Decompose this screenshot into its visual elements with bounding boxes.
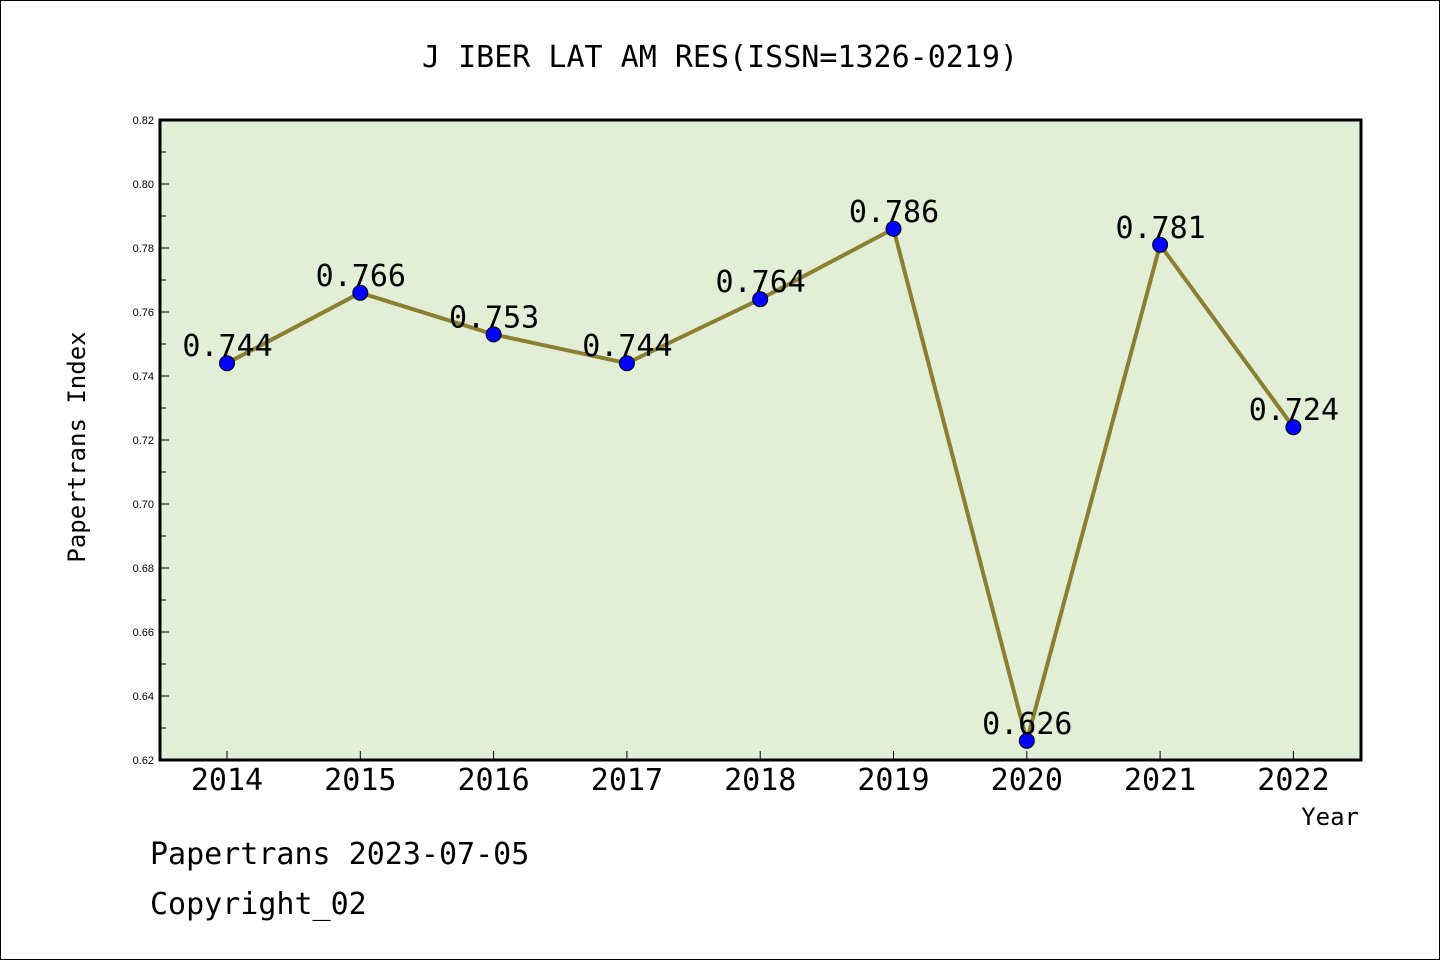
y-tick-label: 0.70 [133, 499, 154, 511]
y-tick-label: 0.64 [133, 691, 154, 703]
data-point-marker [219, 355, 235, 372]
x-tick-label: 2018 [724, 763, 796, 798]
data-value-label: 0.724 [1249, 393, 1339, 428]
x-tick-label: 2019 [857, 763, 929, 798]
data-point-marker [1152, 236, 1169, 253]
data-value-label: 0.764 [716, 265, 806, 300]
data-point-marker [618, 355, 635, 372]
plot-area [158, 118, 1363, 762]
x-axis-label: Year [1301, 803, 1359, 831]
y-axis: 0.62 0.64 0.66 0.68 0.70 0.72 0.74 0.76 0.78 0.80… [133, 115, 169, 767]
data-point-marker [1018, 732, 1035, 749]
x-axis: 2014 2015 2016 2017 2018 2019 2020 2021 2022 [191, 751, 1330, 798]
data-point-marker [485, 326, 502, 343]
y-tick-label: 0.82 [133, 115, 154, 127]
x-tick-label: 2017 [591, 763, 663, 798]
footer-copyright-text: Copyright_02 [150, 887, 367, 922]
data-point-marker [1285, 419, 1302, 436]
y-tick-label: 0.76 [133, 307, 154, 319]
footer-date-text: Papertrans 2023-07-05 [150, 837, 529, 872]
data-point-marker [352, 284, 369, 301]
x-tick-label: 2021 [1124, 763, 1196, 798]
data-value-label: 0.781 [1115, 211, 1205, 246]
y-tick-label: 0.78 [133, 243, 154, 255]
y-tick-label: 0.72 [133, 435, 154, 447]
x-tick-label: 2016 [457, 763, 529, 798]
y-tick-label: 0.66 [133, 627, 154, 639]
y-axis-label: Papertrans Index [63, 331, 91, 562]
x-tick-label: 2022 [1257, 763, 1329, 798]
series-markers [219, 220, 1302, 749]
x-tick-label: 2014 [191, 763, 263, 798]
x-tick-label: 2015 [324, 763, 396, 798]
data-value-label: 0.744 [182, 329, 272, 364]
y-tick-label: 0.74 [133, 371, 154, 383]
data-value-label: 0.744 [582, 329, 672, 364]
data-value-label: 0.766 [316, 259, 406, 294]
data-labels: 0.744 0.766 0.753 0.744 0.764 0.786 0.626 0.781… [182, 195, 1339, 742]
data-point-marker [885, 220, 902, 237]
chart-title: J IBER LAT AM RES(ISSN=1326-0219) [422, 40, 1018, 75]
data-point-marker [752, 291, 769, 308]
x-tick-label: 2020 [991, 763, 1063, 798]
data-value-label: 0.753 [449, 300, 539, 335]
y-tick-label: 0.62 [133, 755, 154, 767]
data-value-label: 0.626 [982, 707, 1072, 742]
y-tick-label: 0.80 [133, 179, 154, 191]
data-value-label: 0.786 [849, 195, 939, 230]
y-tick-label: 0.68 [133, 563, 154, 575]
